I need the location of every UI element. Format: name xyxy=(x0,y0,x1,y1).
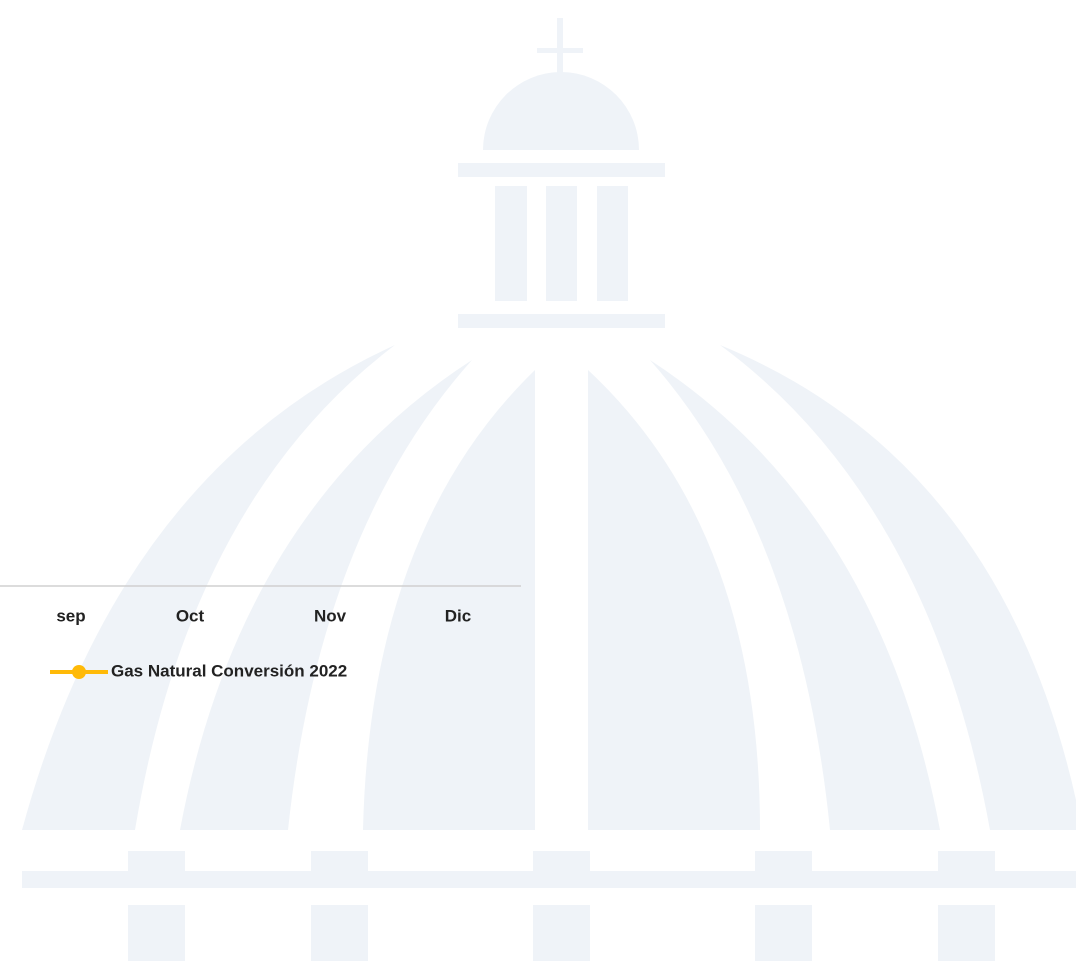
watermark xyxy=(22,18,1076,961)
x-tick-label: sep xyxy=(56,606,85,625)
x-tick-label: Oct xyxy=(176,606,205,625)
x-tick-label: Dic xyxy=(445,606,471,625)
x-tick-label: Nov xyxy=(314,606,347,625)
legend-marker xyxy=(72,665,86,679)
legend-label: Gas Natural Conversión 2022 xyxy=(111,661,347,680)
